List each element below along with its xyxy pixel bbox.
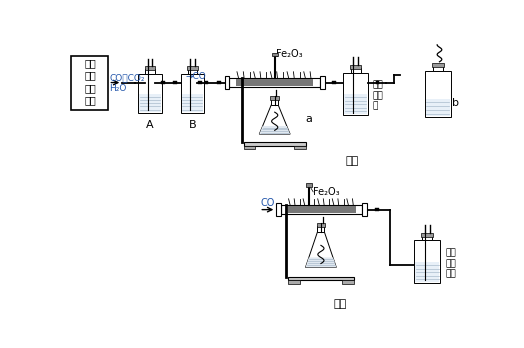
- Text: 图乙: 图乙: [334, 299, 347, 309]
- Polygon shape: [259, 105, 290, 134]
- Text: 加热: 加热: [84, 58, 96, 68]
- Bar: [225, 77, 230, 89]
- Bar: [145, 70, 155, 74]
- Bar: [288, 206, 356, 213]
- Text: 澄清
的石
灰水: 澄清 的石 灰水: [445, 248, 456, 278]
- Polygon shape: [305, 232, 336, 267]
- Text: Fe₂O₃: Fe₂O₃: [313, 187, 340, 197]
- Bar: [414, 240, 440, 283]
- Bar: [173, 81, 177, 84]
- Text: 草酸: 草酸: [84, 71, 96, 81]
- Bar: [205, 81, 209, 84]
- Bar: [288, 280, 300, 284]
- Bar: [139, 94, 161, 112]
- Bar: [344, 94, 367, 114]
- Bar: [71, 56, 108, 110]
- Bar: [138, 74, 161, 113]
- Bar: [161, 81, 165, 84]
- Bar: [307, 183, 312, 187]
- Bar: [318, 226, 324, 232]
- Text: 澄清
石灰
水: 澄清 石灰 水: [373, 81, 383, 111]
- Bar: [181, 74, 204, 113]
- Bar: [244, 146, 256, 149]
- Bar: [376, 81, 379, 84]
- Text: B: B: [189, 120, 196, 130]
- Bar: [342, 280, 354, 284]
- Text: H₂O: H₂O: [109, 84, 126, 93]
- Bar: [294, 146, 305, 149]
- Bar: [244, 142, 305, 146]
- Bar: [332, 81, 336, 84]
- Bar: [276, 204, 281, 216]
- Bar: [230, 78, 320, 87]
- Bar: [375, 208, 379, 211]
- Bar: [422, 236, 432, 240]
- Bar: [350, 65, 362, 69]
- Bar: [351, 68, 361, 73]
- Bar: [281, 205, 363, 214]
- Bar: [181, 94, 203, 112]
- Bar: [425, 71, 451, 117]
- Polygon shape: [305, 258, 336, 267]
- Bar: [415, 262, 440, 282]
- Bar: [271, 99, 278, 105]
- Bar: [432, 63, 444, 67]
- Text: 晶体: 晶体: [84, 83, 96, 93]
- Bar: [236, 79, 313, 86]
- Text: Fe₂O₃: Fe₂O₃: [276, 49, 303, 60]
- Bar: [343, 73, 368, 115]
- Bar: [145, 66, 155, 70]
- Bar: [271, 53, 278, 56]
- Text: CO: CO: [261, 198, 275, 208]
- Text: A: A: [146, 120, 154, 130]
- Bar: [316, 223, 325, 227]
- Bar: [363, 204, 367, 216]
- Text: 图甲: 图甲: [345, 156, 358, 166]
- Bar: [217, 81, 221, 84]
- Bar: [188, 70, 197, 74]
- Bar: [198, 81, 202, 84]
- Text: CO、CO₂: CO、CO₂: [109, 73, 145, 82]
- Bar: [433, 66, 443, 71]
- Text: →CO: →CO: [185, 72, 206, 81]
- Text: b: b: [452, 98, 459, 108]
- Bar: [187, 66, 198, 70]
- Bar: [270, 96, 279, 100]
- Text: 装置: 装置: [84, 95, 96, 105]
- Text: a: a: [305, 114, 312, 124]
- Bar: [421, 233, 433, 237]
- Bar: [288, 277, 354, 280]
- Bar: [320, 77, 325, 89]
- Polygon shape: [259, 126, 290, 134]
- Bar: [425, 99, 450, 117]
